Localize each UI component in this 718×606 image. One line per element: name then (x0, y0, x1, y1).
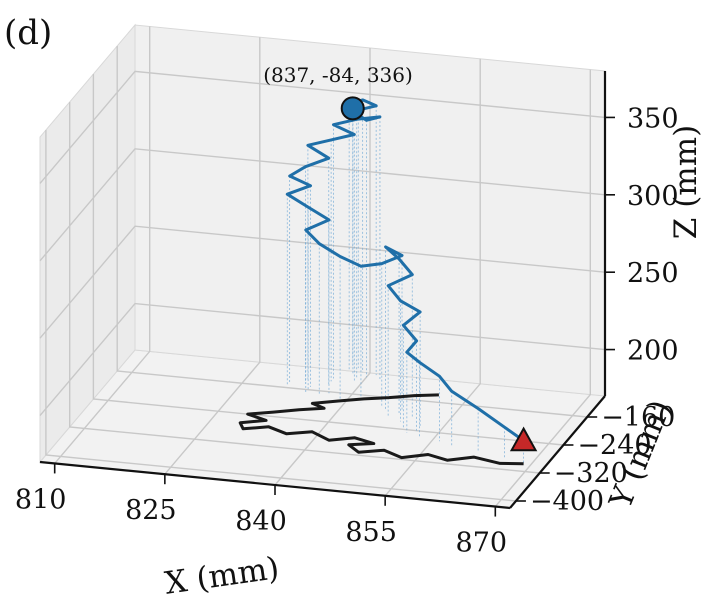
x-grid-line (384, 58, 481, 497)
start-point-marker (509, 426, 538, 452)
x-tick-label: 825 (125, 495, 177, 526)
y-tick-label: −240 (577, 430, 651, 461)
z-grid-line (39, 148, 606, 262)
x-tick-label: 810 (15, 484, 67, 515)
x-grid-line (164, 37, 261, 475)
z-grid-line (39, 302, 606, 417)
panel-label: (d) (4, 13, 52, 53)
y-tick-label: −400 (530, 486, 604, 517)
z-tick-label: 300 (627, 181, 679, 212)
y-axis-line (509, 395, 606, 509)
y-grid-line (68, 102, 540, 474)
z-tick-label: 350 (627, 103, 679, 134)
grid-lines (39, 26, 606, 508)
tick-labels: 810 825 840 855 870 −160−240−320−400 200 250 300… (15, 103, 679, 558)
z-tick-label: 200 (627, 336, 679, 367)
x-grid-line (274, 48, 371, 486)
axis-lines (39, 71, 615, 517)
series-layer (238, 98, 525, 466)
y-tick-label: −320 (554, 458, 628, 489)
end-point-marker (340, 96, 365, 121)
x-grid-line (54, 26, 151, 464)
trajectory-line (285, 98, 525, 442)
x-tick-label: 840 (235, 506, 287, 537)
x-grid-line (494, 69, 591, 508)
x-tick-label: 870 (456, 528, 508, 559)
y-grid-line (116, 46, 588, 418)
xy-projection-line (238, 393, 524, 466)
z-tick-label: 250 (627, 258, 679, 289)
marker-layer (340, 96, 538, 452)
projection-drop-lines (286, 99, 524, 464)
z-grid-line (39, 70, 606, 184)
z-axis-label: Z (mm) (668, 125, 704, 239)
x-tick-label: 855 (345, 517, 397, 548)
x-axis-label: X (mm) (163, 550, 282, 602)
y-grid-line (45, 130, 516, 502)
z-grid-line (39, 225, 606, 339)
y-tick-label: −160 (601, 402, 675, 433)
point-annotation: (837, -84, 336) (263, 63, 413, 87)
